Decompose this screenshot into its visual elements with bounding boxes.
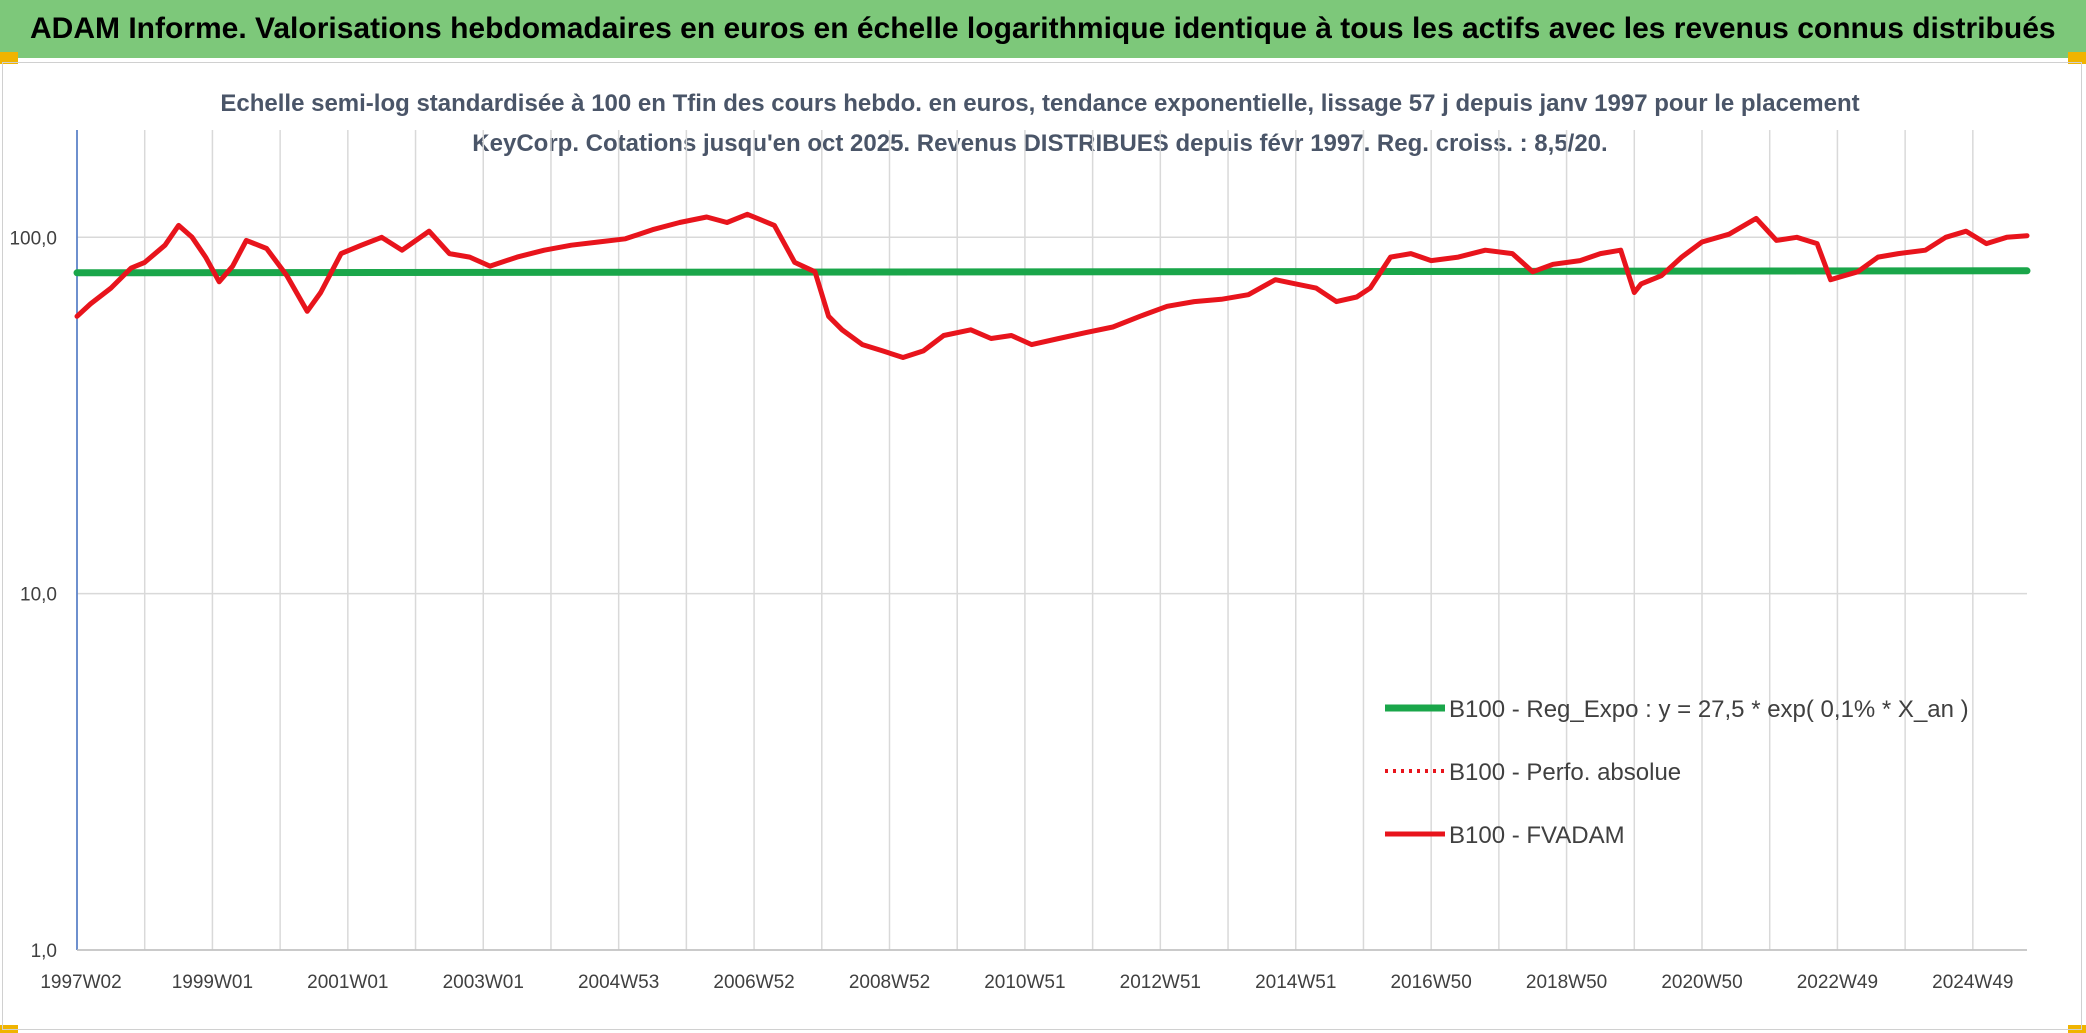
grid-layer xyxy=(76,130,2027,951)
y-tick-label: 1,0 xyxy=(31,941,57,962)
x-tick-label: 2006W52 xyxy=(713,972,794,993)
x-tick-label: 2024W49 xyxy=(1932,972,2013,993)
y-tick-label: 100,0 xyxy=(9,228,57,249)
axis-layer: 1,0 10,0 100,0 1997W02 1999W01 2001W01 2003W01… xyxy=(9,130,2027,993)
x-tick-label: 2020W50 xyxy=(1661,972,1742,993)
corner-mark-left xyxy=(0,52,18,64)
legend-entry-label: B100 - Reg_Expo : y = 27,5 * exp( 0,1% *… xyxy=(1449,696,1969,723)
corner-mark-right xyxy=(2068,52,2086,64)
x-tick-label: 2010W51 xyxy=(984,972,1065,993)
y-tick-label: 10,0 xyxy=(20,585,57,606)
x-tick-label: 2008W52 xyxy=(849,972,930,993)
x-tick-label: 1997W02 xyxy=(40,972,121,993)
series-layer xyxy=(73,211,2031,360)
x-tick-label: 2016W50 xyxy=(1390,972,1471,993)
series-line-2 xyxy=(74,211,2030,360)
chart-legend: B100 - Reg_Expo : y = 27,5 * exp( 0,1% *… xyxy=(1385,696,1969,849)
legend-entry-label: B100 - Perfo. absolue xyxy=(1449,759,1681,786)
x-tick-label: 2022W49 xyxy=(1797,972,1878,993)
x-tick-label: 2001W01 xyxy=(307,972,388,993)
x-tick-label: 2004W53 xyxy=(578,972,659,993)
chart-subtitle: Echelle semi-log standardisée à 100 en T… xyxy=(220,90,1860,157)
x-tick-label: 2012W51 xyxy=(1120,972,1201,993)
chart-frame xyxy=(2,62,2082,1030)
legend-entry-label: B100 - FVADAM xyxy=(1449,822,1625,849)
x-tick-label: 2014W51 xyxy=(1255,972,1336,993)
x-tick-label: 2003W01 xyxy=(443,972,524,993)
report-title: ADAM Informe. Valorisations hebdomadaire… xyxy=(30,12,2056,45)
x-tick-label: 2018W50 xyxy=(1526,972,1607,993)
x-tick-label: 1999W01 xyxy=(172,972,253,993)
series-line-0 xyxy=(73,267,2031,277)
report-title-banner: ADAM Informe. Valorisations hebdomadaire… xyxy=(0,0,2086,58)
